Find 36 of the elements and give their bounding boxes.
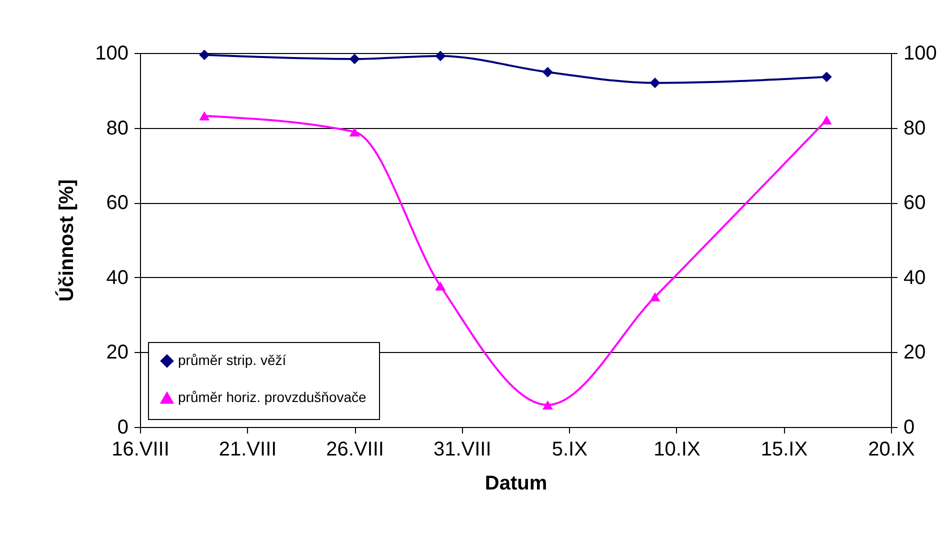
y-tick-label: 100 bbox=[95, 42, 128, 64]
y-tick-label: 20 bbox=[106, 342, 128, 364]
point bbox=[821, 72, 832, 82]
y-tick-label: 0 bbox=[117, 416, 128, 438]
x-tick-label: 10.IX bbox=[654, 438, 700, 460]
x-tick-label: 26.VIII bbox=[326, 438, 384, 460]
x-tick-label: 21.VIII bbox=[218, 438, 277, 460]
point bbox=[199, 111, 210, 120]
point bbox=[650, 292, 660, 302]
point bbox=[349, 127, 360, 136]
legend-label: průměr strip. věží bbox=[178, 352, 286, 368]
legend-label: průměr horiz. provzdušňovače bbox=[178, 389, 367, 405]
y-tick-label: 60 bbox=[106, 192, 128, 214]
point bbox=[435, 281, 446, 291]
y-tick-label: 40 bbox=[106, 266, 128, 289]
y-axis-title: Účinnost [%] bbox=[55, 179, 78, 302]
y2-tick-label: 0 bbox=[904, 416, 915, 438]
x-tick-label: 16.VIII bbox=[112, 438, 170, 460]
point bbox=[435, 50, 446, 62]
point bbox=[650, 78, 660, 88]
point bbox=[542, 66, 553, 78]
y2-tick-label: 60 bbox=[904, 192, 926, 214]
point bbox=[349, 54, 360, 64]
point bbox=[199, 50, 210, 60]
x-tick-label: 15.IX bbox=[760, 438, 808, 460]
point bbox=[821, 115, 832, 124]
x-tick-label: 20.IX bbox=[868, 438, 915, 460]
y2-tick-label: 80 bbox=[904, 117, 926, 140]
x-tick-label: 5.IX bbox=[552, 438, 588, 460]
x-tick-label: 31.VIII bbox=[433, 438, 492, 460]
point bbox=[542, 400, 553, 410]
x-axis-title: Datum bbox=[484, 472, 548, 494]
y2-tick-label: 100 bbox=[904, 42, 937, 64]
y2-tick-label: 40 bbox=[904, 266, 926, 289]
y2-tick-label: 20 bbox=[904, 342, 926, 364]
y-tick-label: 80 bbox=[106, 117, 128, 140]
